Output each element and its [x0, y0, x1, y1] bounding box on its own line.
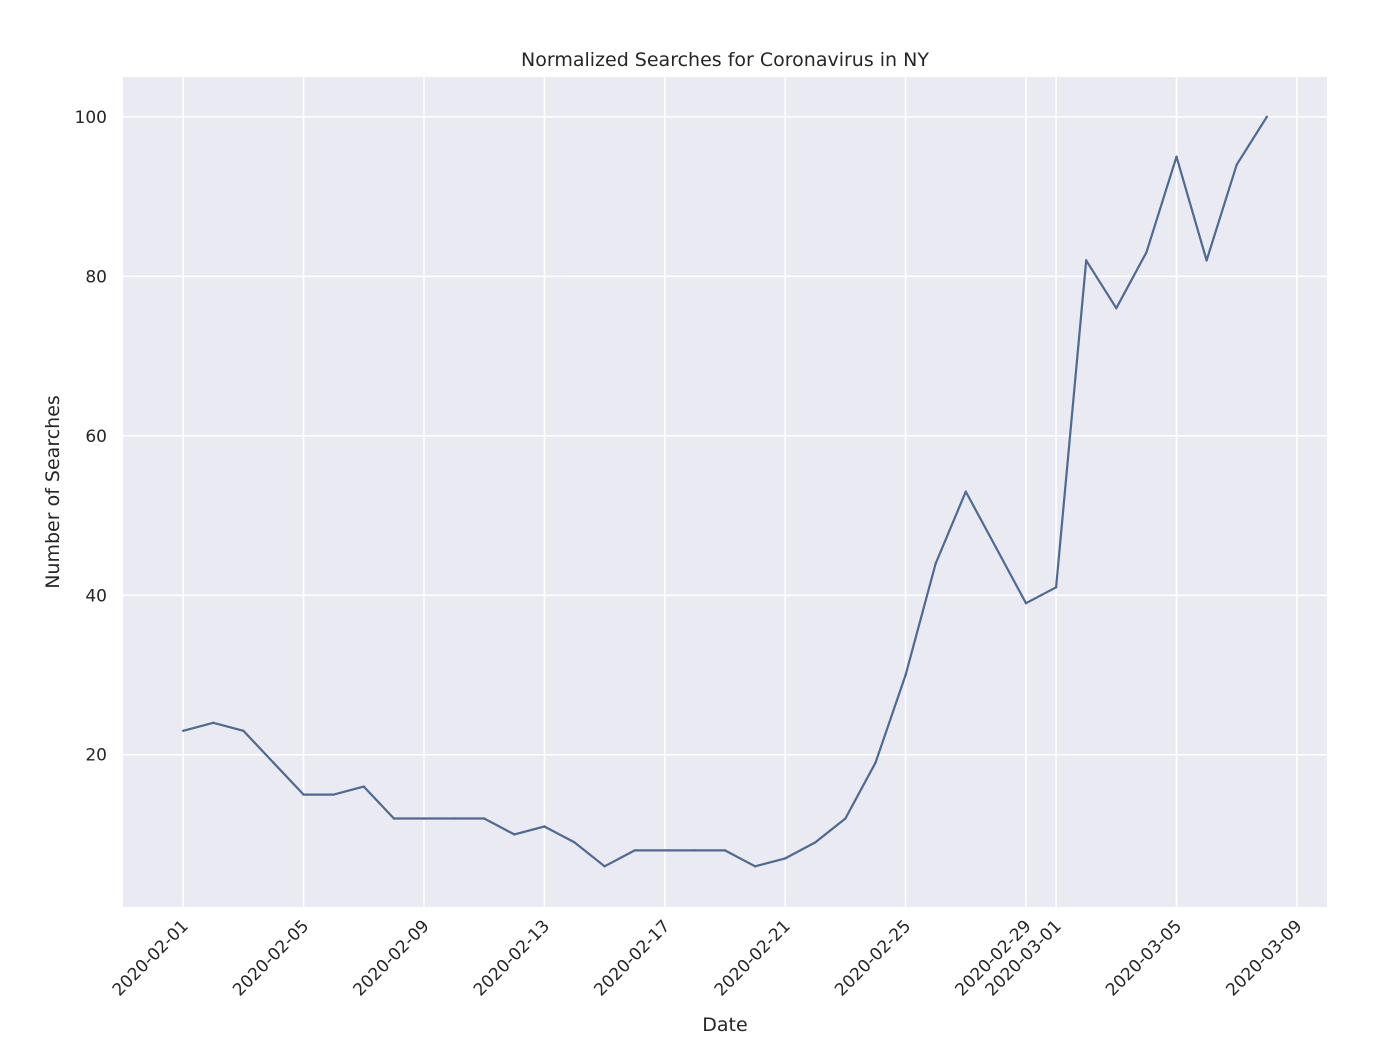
data-point	[1085, 259, 1088, 262]
data-point	[452, 817, 456, 820]
x-axis-label: Date	[702, 1014, 747, 1036]
data-point	[603, 865, 606, 868]
x-tick-label: 2020-02-05	[229, 916, 313, 1000]
data-point	[1175, 155, 1178, 158]
data-point	[904, 673, 907, 677]
data-point	[964, 490, 967, 493]
data-point	[182, 729, 185, 732]
data-point	[392, 817, 396, 820]
data-point	[1115, 307, 1118, 310]
data-point	[483, 817, 486, 820]
data-point	[934, 562, 937, 565]
x-tick-label: 2020-02-25	[831, 916, 915, 1000]
data-point	[1024, 602, 1028, 605]
data-point	[693, 849, 697, 852]
data-point	[1145, 251, 1148, 254]
data-point	[362, 785, 365, 788]
plot-area	[123, 77, 1327, 907]
x-tick-label: 2020-02-21	[711, 916, 795, 1000]
x-tick-label: 2020-03-09	[1222, 916, 1306, 1000]
data-point	[332, 793, 335, 796]
chart-title: Normalized Searches for Coronavirus in N…	[521, 49, 929, 71]
y-tick-label: 100	[75, 108, 107, 128]
data-point	[422, 817, 426, 820]
data-point	[753, 865, 757, 868]
data-point	[212, 721, 215, 725]
data-point	[1265, 115, 1269, 119]
x-tick-label: 2020-02-13	[470, 916, 554, 1000]
data-point	[874, 761, 877, 764]
series-line-layer	[182, 115, 1269, 868]
x-tick-label: 2020-03-05	[1102, 916, 1186, 1000]
data-point	[844, 817, 847, 820]
grid-lines	[123, 77, 1327, 907]
data-point	[272, 761, 275, 764]
y-tick-label: 40	[85, 586, 107, 606]
y-axis-label: Number of Searches	[42, 395, 64, 589]
data-point	[242, 729, 245, 732]
data-point	[814, 841, 817, 844]
y-tick-label: 60	[85, 427, 107, 447]
data-point	[302, 793, 305, 796]
data-point	[784, 857, 787, 860]
data-point	[573, 841, 576, 844]
data-point	[633, 849, 636, 852]
x-tick-label: 2020-02-17	[590, 916, 674, 1000]
data-point	[723, 849, 727, 852]
data-point	[543, 825, 546, 828]
data-point	[994, 546, 998, 549]
data-point	[1235, 163, 1238, 166]
x-tick-label: 2020-02-09	[350, 916, 434, 1000]
x-tick-label: 2020-02-01	[109, 916, 193, 1000]
y-tick-label: 20	[85, 746, 107, 766]
y-tick-label: 80	[85, 267, 107, 287]
data-point	[1054, 586, 1058, 589]
data-point	[1205, 259, 1208, 262]
data-point	[513, 833, 516, 836]
data-point	[663, 849, 666, 852]
